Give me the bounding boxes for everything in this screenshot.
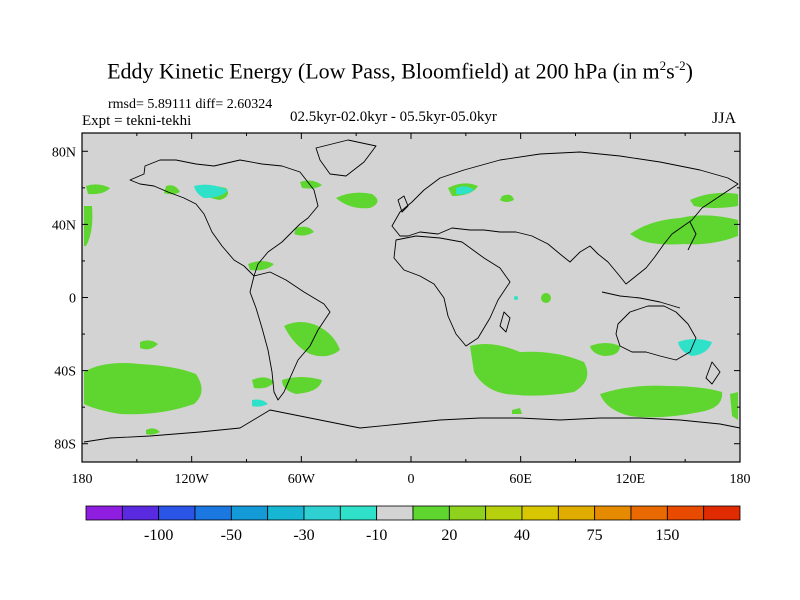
plot-title: Eddy Kinetic Energy (Low Pass, Bloomfiel… (107, 58, 693, 84)
green-patch-japan (630, 215, 738, 245)
green-patch-russia (500, 194, 514, 202)
tick-marks (81, 133, 741, 462)
colorbar-label: -100 (144, 527, 173, 544)
green-patch-s-pacific-small (146, 428, 160, 435)
green-patch-s-indian-small (512, 408, 522, 414)
green-patch-s-america (284, 322, 340, 357)
green-patch-s-pacific-a (140, 340, 158, 350)
season-label: JJA (712, 110, 737, 127)
colorbar-swatch (448, 505, 487, 521)
lat-tick-label: 40N (52, 218, 76, 233)
green-patch-indian-big (470, 344, 588, 396)
green-patch-atlantic-mid (294, 226, 314, 236)
colorbar-swatch (339, 505, 378, 521)
stats-line: rmsd= 5.89111 diff= 2.60324 (108, 97, 273, 112)
colorbar-label: -30 (293, 527, 314, 544)
colorbar-swatch (158, 505, 196, 521)
colorbar-swatch (485, 505, 523, 521)
green-patch-n-pacific (86, 184, 110, 195)
coast-australia (615, 305, 697, 361)
coast-new-zealand (705, 361, 721, 385)
coast-north-america (129, 159, 319, 277)
colorbar-swatch (121, 505, 160, 521)
coastlines (83, 139, 741, 443)
positive-anomaly-regions (84, 180, 738, 435)
green-patch-s-atlantic-b (282, 377, 322, 394)
coast-japan (687, 221, 697, 251)
colorbar-swatch (376, 505, 414, 521)
colorbar-swatch (630, 505, 668, 521)
green-patch-s-pacific-big (84, 363, 202, 415)
cyan-patch-s-america-south (252, 399, 268, 407)
green-patch-n-atlantic (336, 192, 378, 209)
lat-tick-label: 80S (54, 438, 76, 453)
colorbar-label: -10 (366, 527, 387, 544)
green-patch-indian-dot (541, 293, 551, 303)
colorbar-swatch (557, 505, 596, 521)
lon-tick-label: 120W (175, 472, 210, 487)
lon-tick-label: 180 (730, 472, 751, 487)
lon-tick-label: 180 (72, 472, 93, 487)
colorbar-swatch (85, 505, 123, 521)
green-patch-s-ocean (600, 385, 723, 418)
colorbar-swatch (594, 505, 632, 521)
lon-tick-label: 120E (616, 472, 646, 487)
colorbar-label: 20 (441, 527, 457, 544)
colorbar-swatch (230, 505, 269, 521)
green-patch-caribbean (248, 261, 274, 271)
coast-madagascar (499, 311, 511, 333)
colorbar-swatch (703, 505, 741, 521)
colorbar-swatch (267, 505, 305, 521)
colorbar (85, 505, 741, 521)
green-patch-canada (300, 180, 322, 189)
colorbar-swatch (303, 505, 341, 521)
colorbar-swatch (521, 505, 559, 521)
coast-greenland (315, 139, 377, 177)
cyan-patch-alaska (194, 184, 228, 198)
colorbar-label: 75 (587, 527, 603, 544)
lon-tick-label: 0 (408, 472, 415, 487)
colorbar-swatch (194, 505, 232, 521)
green-patch-australia (590, 343, 620, 356)
cyan-patch-indian-dot (514, 296, 518, 300)
colorbar-labels: -100 -50 -30 -10 20 40 75 150 (144, 527, 679, 544)
colorbar-swatch (412, 505, 450, 521)
coast-maritime (601, 291, 681, 309)
coast-south-america (249, 271, 331, 401)
lat-tick-label: 0 (69, 292, 76, 307)
lat-tick-label: 40S (54, 365, 76, 380)
negative-anomaly-regions (194, 184, 712, 407)
green-patch-n-pacific-w1 (84, 206, 93, 246)
colorbar-label: 150 (655, 527, 679, 544)
experiment-label: Expt = tekni-tekhi (82, 113, 192, 129)
green-patch-far-east (730, 392, 738, 420)
colorbar-label: 40 (514, 527, 530, 544)
period-label: 02.5kyr-02.0kyr - 05.5kyr-05.0kyr (290, 109, 497, 125)
coast-africa (393, 235, 511, 347)
colorbar-label: -50 (221, 527, 242, 544)
green-patch-s-atlantic-a (252, 377, 274, 389)
coast-antarctica (83, 409, 741, 443)
cyan-patch-australia-east (678, 339, 712, 356)
coast-eurasia (391, 151, 739, 285)
cyan-patch-russia (456, 186, 474, 195)
tick-labels: 80N 40N 0 40S 80S 180 120W 60W 0 60E 120E 180 (52, 145, 751, 487)
colorbar-swatch (666, 505, 705, 521)
lon-tick-label: 60W (288, 472, 316, 487)
coast-uk (397, 195, 409, 213)
lat-tick-label: 80N (52, 145, 76, 160)
lon-tick-label: 60E (509, 472, 532, 487)
